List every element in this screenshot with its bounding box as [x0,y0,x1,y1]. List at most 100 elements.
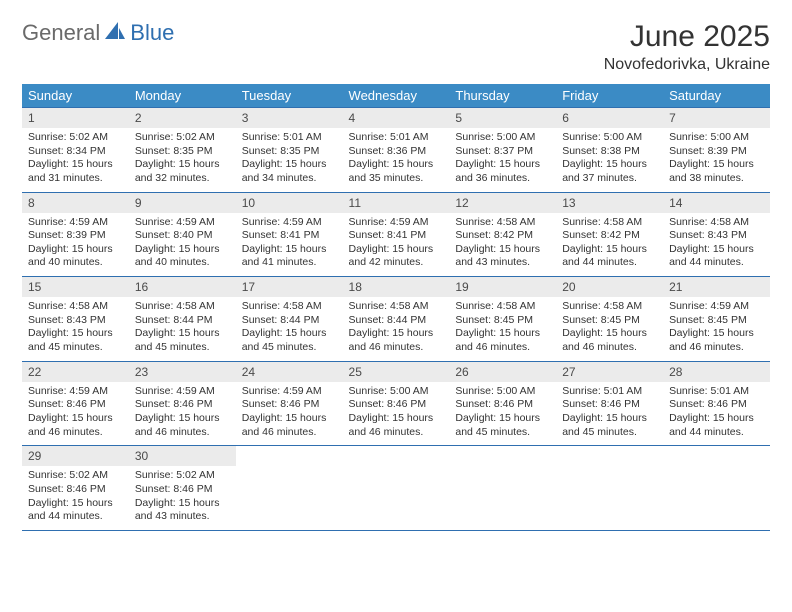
sunset-line: Sunset: 8:46 PM [349,398,444,412]
page-header: General Blue June 2025 Novofedorivka, Uk… [22,20,770,74]
sunset-line: Sunset: 8:40 PM [135,229,230,243]
day-cell: 26Sunrise: 5:00 AMSunset: 8:46 PMDayligh… [449,361,556,446]
sunset-line: Sunset: 8:44 PM [135,314,230,328]
sunset-line: Sunset: 8:34 PM [28,145,123,159]
sunset-line: Sunset: 8:45 PM [669,314,764,328]
day-body: Sunrise: 5:02 AMSunset: 8:46 PMDaylight:… [22,466,129,530]
day-cell: 29Sunrise: 5:02 AMSunset: 8:46 PMDayligh… [22,446,129,531]
week-row: 15Sunrise: 4:58 AMSunset: 8:43 PMDayligh… [22,277,770,362]
day-cell: 1Sunrise: 5:02 AMSunset: 8:34 PMDaylight… [22,108,129,193]
daylight-line: Daylight: 15 hours and 32 minutes. [135,158,230,185]
day-number: 3 [236,108,343,128]
daylight-line: Daylight: 15 hours and 46 minutes. [349,327,444,354]
sunset-line: Sunset: 8:43 PM [28,314,123,328]
day-body: Sunrise: 5:00 AMSunset: 8:38 PMDaylight:… [556,128,663,192]
day-body [663,466,770,526]
brand-part1: General [22,20,100,46]
day-number: 29 [22,446,129,466]
day-number [236,446,343,466]
day-body: Sunrise: 4:59 AMSunset: 8:40 PMDaylight:… [129,213,236,277]
day-body: Sunrise: 4:59 AMSunset: 8:46 PMDaylight:… [129,382,236,446]
dow-header-cell: Monday [129,84,236,108]
day-body: Sunrise: 5:01 AMSunset: 8:46 PMDaylight:… [663,382,770,446]
day-number: 15 [22,277,129,297]
daylight-line: Daylight: 15 hours and 42 minutes. [349,243,444,270]
sunrise-line: Sunrise: 4:58 AM [669,216,764,230]
sunset-line: Sunset: 8:46 PM [135,398,230,412]
day-body: Sunrise: 4:58 AMSunset: 8:42 PMDaylight:… [449,213,556,277]
title-block: June 2025 Novofedorivka, Ukraine [604,20,770,74]
daylight-line: Daylight: 15 hours and 35 minutes. [349,158,444,185]
sunrise-line: Sunrise: 4:58 AM [562,216,657,230]
day-cell: 8Sunrise: 4:59 AMSunset: 8:39 PMDaylight… [22,192,129,277]
sunset-line: Sunset: 8:45 PM [562,314,657,328]
day-cell: 25Sunrise: 5:00 AMSunset: 8:46 PMDayligh… [343,361,450,446]
day-number: 14 [663,193,770,213]
day-body: Sunrise: 4:59 AMSunset: 8:46 PMDaylight:… [22,382,129,446]
day-number: 11 [343,193,450,213]
day-body: Sunrise: 4:59 AMSunset: 8:39 PMDaylight:… [22,213,129,277]
dow-header-cell: Saturday [663,84,770,108]
day-number: 27 [556,362,663,382]
sunrise-line: Sunrise: 4:58 AM [28,300,123,314]
sunrise-line: Sunrise: 5:01 AM [349,131,444,145]
sunrise-line: Sunrise: 4:59 AM [242,385,337,399]
daylight-line: Daylight: 15 hours and 45 minutes. [28,327,123,354]
sunrise-line: Sunrise: 5:00 AM [562,131,657,145]
day-cell: 9Sunrise: 4:59 AMSunset: 8:40 PMDaylight… [129,192,236,277]
sunrise-line: Sunrise: 4:59 AM [135,385,230,399]
day-body: Sunrise: 4:58 AMSunset: 8:42 PMDaylight:… [556,213,663,277]
daylight-line: Daylight: 15 hours and 46 minutes. [135,412,230,439]
day-cell: 10Sunrise: 4:59 AMSunset: 8:41 PMDayligh… [236,192,343,277]
day-number [663,446,770,466]
sunrise-line: Sunrise: 5:01 AM [242,131,337,145]
daylight-line: Daylight: 15 hours and 45 minutes. [455,412,550,439]
dow-header-cell: Wednesday [343,84,450,108]
day-number: 19 [449,277,556,297]
day-number: 10 [236,193,343,213]
day-cell: 28Sunrise: 5:01 AMSunset: 8:46 PMDayligh… [663,361,770,446]
day-cell: 23Sunrise: 4:59 AMSunset: 8:46 PMDayligh… [129,361,236,446]
day-number: 2 [129,108,236,128]
day-body: Sunrise: 5:02 AMSunset: 8:35 PMDaylight:… [129,128,236,192]
sunset-line: Sunset: 8:46 PM [562,398,657,412]
daylight-line: Daylight: 15 hours and 45 minutes. [135,327,230,354]
sunrise-line: Sunrise: 4:58 AM [455,216,550,230]
sunrise-line: Sunrise: 4:59 AM [28,216,123,230]
day-number: 21 [663,277,770,297]
sunset-line: Sunset: 8:42 PM [562,229,657,243]
day-number: 1 [22,108,129,128]
day-body: Sunrise: 4:59 AMSunset: 8:41 PMDaylight:… [236,213,343,277]
daylight-line: Daylight: 15 hours and 46 minutes. [349,412,444,439]
daylight-line: Daylight: 15 hours and 46 minutes. [455,327,550,354]
day-body: Sunrise: 4:58 AMSunset: 8:43 PMDaylight:… [663,213,770,277]
empty-cell [236,446,343,531]
month-title: June 2025 [604,20,770,54]
daylight-line: Daylight: 15 hours and 44 minutes. [669,243,764,270]
dow-header-cell: Tuesday [236,84,343,108]
day-cell: 13Sunrise: 4:58 AMSunset: 8:42 PMDayligh… [556,192,663,277]
day-cell: 4Sunrise: 5:01 AMSunset: 8:36 PMDaylight… [343,108,450,193]
sunrise-line: Sunrise: 5:00 AM [455,131,550,145]
daylight-line: Daylight: 15 hours and 37 minutes. [562,158,657,185]
sunset-line: Sunset: 8:46 PM [669,398,764,412]
daylight-line: Daylight: 15 hours and 46 minutes. [669,327,764,354]
dow-header-cell: Friday [556,84,663,108]
daylight-line: Daylight: 15 hours and 36 minutes. [455,158,550,185]
sunrise-line: Sunrise: 4:58 AM [562,300,657,314]
brand-sail-icon [105,22,125,45]
daylight-line: Daylight: 15 hours and 44 minutes. [669,412,764,439]
sunset-line: Sunset: 8:41 PM [242,229,337,243]
daylight-line: Daylight: 15 hours and 46 minutes. [242,412,337,439]
day-number: 28 [663,362,770,382]
calendar-page: General Blue June 2025 Novofedorivka, Uk… [0,0,792,551]
week-row: 29Sunrise: 5:02 AMSunset: 8:46 PMDayligh… [22,446,770,531]
sunrise-line: Sunrise: 4:58 AM [349,300,444,314]
daylight-line: Daylight: 15 hours and 40 minutes. [135,243,230,270]
sunrise-line: Sunrise: 4:58 AM [455,300,550,314]
sunset-line: Sunset: 8:45 PM [455,314,550,328]
sunset-line: Sunset: 8:44 PM [349,314,444,328]
sunrise-line: Sunrise: 4:59 AM [28,385,123,399]
day-number: 17 [236,277,343,297]
day-body [556,466,663,526]
